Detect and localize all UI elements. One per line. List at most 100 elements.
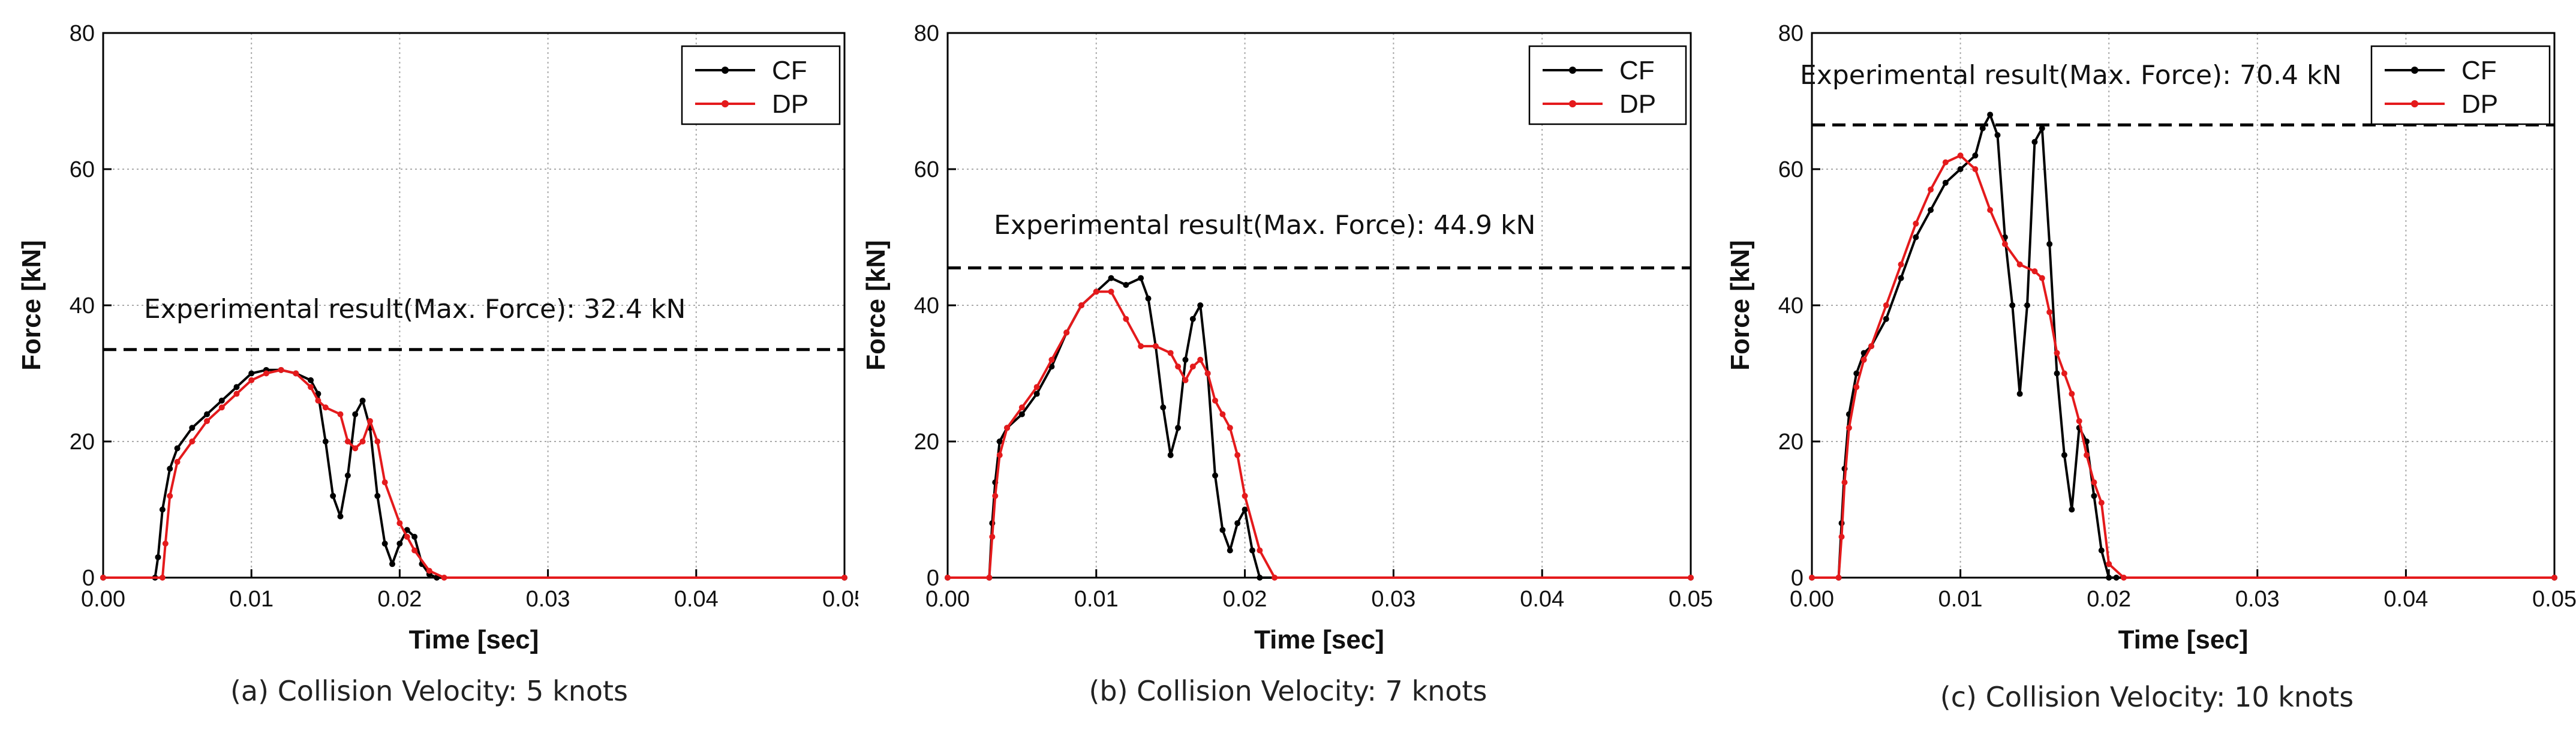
data-point-dp (1063, 329, 1070, 336)
data-point-dp (218, 404, 225, 411)
x-tick-label: 0.01 (1074, 587, 1119, 612)
data-point-dp (1033, 384, 1040, 390)
y-axis-label: Force [kN] (861, 240, 891, 371)
y-tick-label: 80 (1778, 21, 1803, 46)
data-point-dp (1219, 411, 1226, 417)
chart-panel-c: 0.00 0.01 0.02 0.03 0.04 0.05 0 20 40 60 80 Time [s… (1718, 0, 2576, 742)
data-point-dp (2069, 390, 2075, 397)
data-point-dp (315, 397, 321, 404)
data-point-cf (411, 533, 418, 540)
data-point-dp (1942, 159, 1949, 166)
y-tick-label: 60 (70, 157, 95, 182)
data-point-cf (1234, 520, 1241, 527)
data-point-dp (1212, 397, 1219, 404)
legend-label-cf: CF (1619, 56, 1655, 85)
data-point-dp (159, 575, 166, 581)
data-point-cf (1108, 275, 1114, 281)
data-point-cf (352, 411, 359, 417)
data-point-dp (441, 575, 447, 581)
reference-annotation: Experimental result(Max. Force): 44.9 kN (994, 210, 1535, 241)
data-point-dp (381, 479, 388, 486)
x-tick-label: 0.03 (1371, 587, 1415, 612)
data-point-cf (1227, 547, 1233, 554)
data-point-cf (1189, 316, 1196, 322)
data-point-dp (2061, 370, 2067, 377)
chart-panel-a: 0.00 0.01 0.02 0.03 0.04 0.05 0 20 40 60 80 Time [s… (0, 0, 858, 742)
data-point-dp (1004, 425, 1011, 431)
data-point-cf (1249, 547, 1255, 554)
y-tick-label: 60 (1778, 157, 1803, 182)
data-point-cf (2046, 241, 2053, 247)
x-tick-label: 0.05 (2532, 587, 2576, 612)
data-point-dp (1197, 356, 1204, 363)
data-point-dp (1853, 384, 1860, 390)
data-point-cf (996, 438, 1003, 444)
data-point-cf (248, 370, 255, 377)
y-tick-label: 20 (1778, 429, 1803, 455)
x-tick-label: 0.03 (2235, 587, 2280, 612)
data-point-dp (2106, 561, 2112, 567)
series-line-dp (103, 368, 844, 579)
data-point-cf (308, 377, 314, 383)
data-point-dp (1227, 425, 1233, 431)
data-point-dp (1957, 152, 1964, 159)
data-point-dp (945, 575, 951, 581)
reference-annotation: Experimental result(Max. Force): 70.4 kN (1800, 60, 2341, 91)
y-tick-label: 20 (70, 429, 95, 455)
series-line-cf (1812, 113, 2554, 579)
x-tick-label: 0.05 (1669, 587, 1713, 612)
data-point-cf (1979, 125, 1986, 131)
legend-label-cf: CF (2461, 56, 2497, 85)
data-point-dp (989, 533, 996, 540)
data-point-cf (1145, 295, 1152, 302)
data-point-dp (2551, 575, 2557, 581)
y-axis-label: Force [kN] (1726, 240, 1755, 371)
legend-box (1528, 45, 1687, 125)
data-point-cf (2113, 575, 2120, 581)
data-point-dp (426, 567, 432, 574)
data-point-dp (2084, 452, 2090, 458)
data-point-dp (1242, 492, 1248, 499)
data-point-cf (1987, 112, 1994, 118)
legend-marker-cf (2411, 67, 2418, 74)
data-point-dp (1841, 479, 1848, 486)
x-tick-label: 0.00 (1790, 587, 1834, 612)
data-point-dp (1152, 343, 1159, 350)
data-point-cf (1883, 316, 1889, 322)
data-point-dp (366, 417, 373, 424)
x-axis-label: Time [sec] (409, 625, 539, 654)
y-axis-label: Force [kN] (17, 240, 46, 371)
x-axis-label: Time [sec] (2118, 625, 2249, 654)
y-tick-label: 80 (70, 21, 95, 46)
data-point-cf (218, 397, 225, 404)
chart-caption: (c) Collision Velocity: 10 knots (1940, 681, 2354, 713)
y-tick-label: 80 (914, 21, 939, 46)
data-point-cf (1018, 411, 1025, 417)
data-point-cf (1033, 390, 1040, 397)
y-tick-label: 0 (82, 566, 95, 591)
data-point-dp (1108, 289, 1114, 295)
data-point-cf (2031, 139, 2038, 145)
data-point-dp (322, 404, 329, 411)
legend-label-dp: DP (2461, 89, 2498, 119)
legend-box (681, 45, 841, 125)
data-point-dp (204, 417, 211, 424)
data-point-dp (1182, 377, 1189, 383)
data-point-cf (1167, 452, 1174, 458)
data-point-cf (1942, 179, 1949, 186)
data-point-cf (1219, 527, 1226, 533)
data-point-cf (381, 540, 388, 547)
data-point-dp (404, 533, 410, 540)
x-tick-label: 0.00 (81, 587, 125, 612)
data-point-cf (2009, 302, 2016, 308)
data-point-dp (2016, 261, 2023, 268)
data-point-cf (396, 540, 403, 547)
data-point-dp (1167, 350, 1174, 356)
legend-label-cf: CF (772, 56, 807, 85)
data-point-cf (1048, 364, 1055, 370)
chart-panel-b: 0.00 0.01 0.02 0.03 0.04 0.05 0 20 40 60 80 Time [s… (859, 0, 1717, 742)
data-point-cf (2024, 302, 2031, 308)
chart-svg-c: 0.00 0.01 0.02 0.03 0.04 0.05 0 20 40 60 80 Time [s… (1726, 21, 2576, 654)
data-point-cf (315, 390, 321, 397)
legend-marker-cf (722, 67, 729, 74)
